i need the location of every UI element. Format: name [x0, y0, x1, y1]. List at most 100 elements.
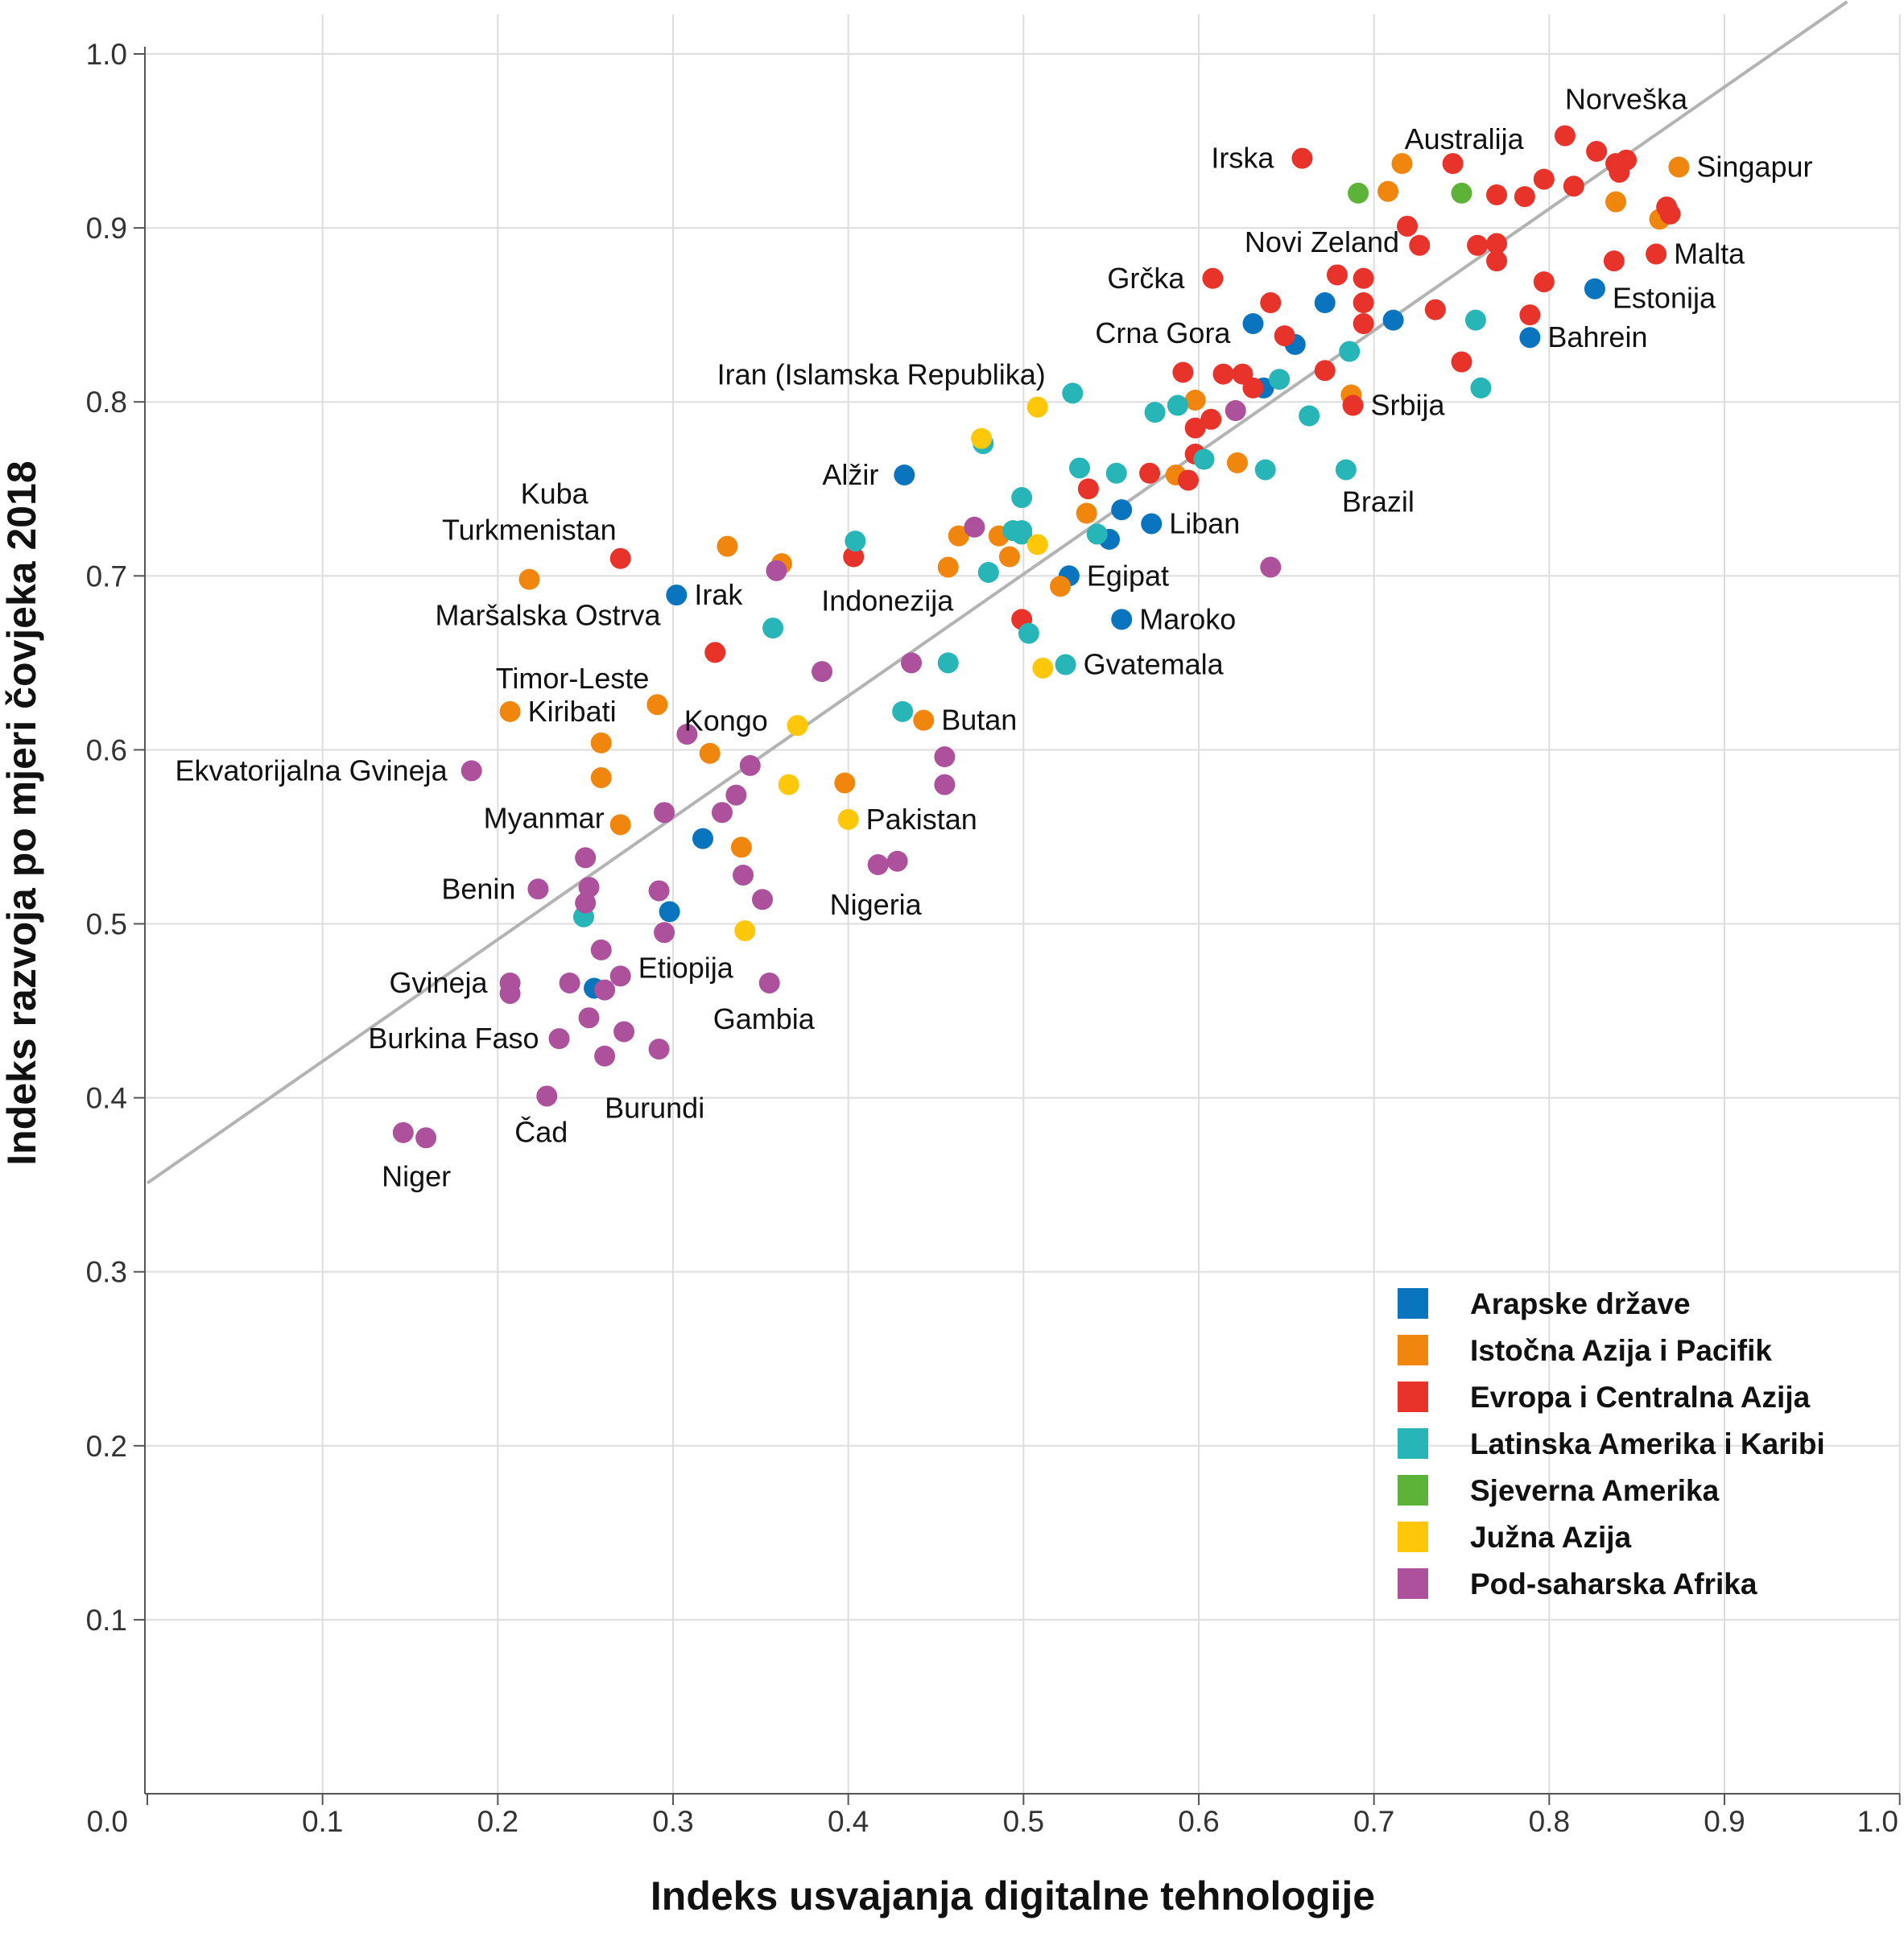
data-point	[1032, 657, 1054, 679]
data-point	[415, 1127, 437, 1149]
data-point	[676, 723, 698, 745]
data-point	[1167, 394, 1188, 416]
data-point	[894, 464, 915, 485]
data-point	[1353, 312, 1374, 334]
data-point	[578, 1007, 600, 1029]
data-point	[971, 427, 993, 449]
data-point	[1177, 469, 1199, 491]
data-point	[734, 920, 756, 942]
data-point	[1519, 304, 1541, 326]
data-point	[1424, 299, 1446, 320]
data-point	[1451, 351, 1472, 373]
point-label: Bahrein	[1547, 320, 1647, 353]
data-point	[892, 700, 914, 722]
data-point	[1486, 233, 1508, 254]
data-point	[1554, 125, 1576, 147]
data-point	[837, 808, 859, 830]
data-point	[590, 939, 612, 960]
point-label: Niger	[382, 1159, 451, 1192]
data-point	[392, 1121, 414, 1143]
data-point	[1486, 184, 1508, 206]
legend-label: Istočna Azija i Pacifik	[1470, 1334, 1772, 1367]
point-label: Benin	[441, 872, 515, 905]
point-label: Ekvatorijalna Gvineja	[176, 754, 448, 787]
data-point	[1212, 363, 1234, 385]
data-point	[536, 1085, 558, 1107]
point-label: Etiopija	[638, 951, 734, 984]
data-point	[1062, 382, 1084, 404]
data-point	[778, 774, 799, 795]
data-point	[1339, 341, 1361, 362]
data-point	[752, 889, 774, 911]
data-point	[648, 880, 670, 902]
legend-label: Latinska Amerika i Karibi	[1470, 1427, 1825, 1460]
data-point	[613, 1021, 635, 1043]
data-point	[1026, 534, 1048, 556]
data-point	[1184, 417, 1206, 439]
data-point	[594, 979, 616, 1001]
point-label: Irska	[1211, 142, 1274, 175]
x-tick-label: 0.8	[1529, 1805, 1570, 1838]
point-label: Iran (Islamska Republika)	[717, 358, 1046, 391]
data-point	[1291, 147, 1313, 169]
data-point	[654, 802, 675, 824]
point-label: Burundi	[605, 1092, 704, 1125]
x-tick-label: 0.7	[1353, 1805, 1394, 1838]
point-label: Alžir	[822, 458, 878, 491]
data-point	[1242, 312, 1264, 334]
data-point	[1076, 502, 1097, 524]
data-point	[1068, 457, 1090, 479]
point-label: Novi Zeland	[1245, 225, 1399, 258]
data-point	[758, 972, 780, 993]
data-point	[711, 802, 733, 824]
data-point	[666, 584, 688, 606]
data-point	[1342, 394, 1364, 416]
data-point	[1563, 176, 1584, 197]
point-label: Irak	[694, 578, 743, 611]
data-point	[548, 1028, 570, 1050]
legend-label: Pod-saharska Afrika	[1470, 1567, 1757, 1601]
data-points	[392, 125, 1690, 1149]
point-label: Turkmenistan	[442, 514, 617, 547]
data-point	[845, 531, 866, 552]
point-label: Crna Gora	[1095, 316, 1231, 349]
data-point	[725, 784, 747, 806]
data-point	[648, 1039, 670, 1060]
y-tick-label: 0.1	[86, 1604, 127, 1637]
data-point	[1141, 513, 1163, 535]
data-point	[609, 965, 631, 987]
x-tick-label: 0.1	[302, 1805, 343, 1838]
data-point	[1353, 292, 1374, 314]
data-point	[1260, 292, 1282, 314]
data-point	[1348, 182, 1369, 204]
data-point	[1314, 360, 1336, 382]
point-label: Kiribati	[528, 695, 617, 728]
data-point	[590, 732, 612, 754]
x-tick-label: 0.5	[1003, 1805, 1044, 1838]
data-point	[1409, 234, 1431, 256]
data-point	[1193, 448, 1215, 470]
x-tick-label: 0.3	[652, 1805, 693, 1838]
data-point	[578, 877, 600, 898]
data-point	[733, 864, 754, 886]
data-point	[867, 854, 889, 876]
data-point	[1391, 153, 1413, 175]
data-point	[787, 715, 808, 737]
data-point	[1200, 408, 1222, 430]
data-point	[575, 847, 597, 869]
y-tick-label: 0.4	[86, 1082, 127, 1115]
data-point	[1018, 622, 1039, 644]
data-point	[1467, 234, 1489, 256]
x-axis-title: Indeks usvajanja digitalne tehnologije	[650, 1873, 1375, 1919]
data-point	[1668, 156, 1690, 178]
data-point	[1144, 402, 1166, 423]
data-point	[594, 1045, 616, 1067]
data-point	[1026, 396, 1048, 418]
data-point	[1202, 267, 1224, 289]
point-label: Gvatemala	[1084, 648, 1225, 681]
point-label: Kuba	[521, 477, 589, 510]
data-point	[1609, 161, 1630, 183]
point-label: Maršalska Ostrva	[436, 599, 662, 632]
x-tick-label: 0.6	[1178, 1805, 1219, 1838]
point-label: Singapur	[1696, 150, 1812, 183]
